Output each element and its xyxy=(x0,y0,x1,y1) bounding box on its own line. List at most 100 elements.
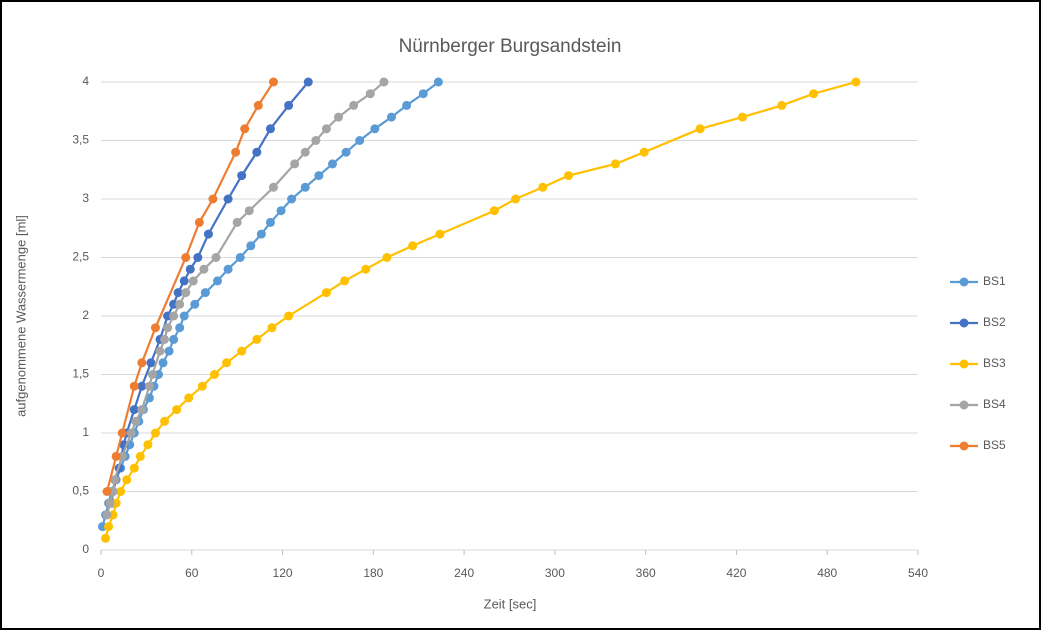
data-point xyxy=(102,510,112,520)
data-point xyxy=(137,358,147,368)
data-point xyxy=(175,323,185,333)
data-point xyxy=(129,405,139,415)
series-line xyxy=(110,81,310,504)
data-point xyxy=(209,370,219,379)
data-point xyxy=(370,124,380,134)
data-point xyxy=(163,323,173,333)
data-point xyxy=(129,381,139,391)
data-point xyxy=(143,440,153,450)
data-point xyxy=(179,311,189,321)
legend-label: BS1 xyxy=(983,274,1006,288)
data-point xyxy=(223,264,233,274)
data-point xyxy=(246,241,256,251)
x-tick-label: 540 xyxy=(908,566,928,580)
data-point xyxy=(737,112,747,122)
legend-marker xyxy=(959,318,969,328)
data-point xyxy=(181,253,191,262)
data-point xyxy=(237,171,247,181)
data-point xyxy=(131,416,141,426)
data-point xyxy=(235,253,245,262)
data-point xyxy=(172,405,182,415)
y-axis-title: aufgenommene Wassermenge [ml] xyxy=(13,215,28,417)
data-point xyxy=(402,100,412,110)
y-tick-label: 0,5 xyxy=(72,484,89,498)
y-tick-label: 1 xyxy=(82,425,89,439)
data-point xyxy=(200,288,210,298)
data-point xyxy=(137,405,147,415)
data-point xyxy=(175,299,185,309)
data-point xyxy=(418,89,428,99)
data-point xyxy=(181,288,191,298)
data-point xyxy=(231,147,241,157)
legend-marker xyxy=(959,441,969,451)
data-point xyxy=(137,381,147,391)
data-point xyxy=(193,253,203,262)
data-point xyxy=(564,171,574,181)
data-point xyxy=(321,124,331,134)
data-point xyxy=(222,358,232,368)
data-point xyxy=(327,159,337,169)
data-point xyxy=(851,77,861,87)
data-point xyxy=(150,428,160,438)
data-point xyxy=(267,323,277,333)
data-point xyxy=(211,253,221,262)
data-point xyxy=(284,311,294,321)
data-point xyxy=(101,533,111,543)
data-point xyxy=(160,334,170,344)
y-tick-label: 2,5 xyxy=(72,250,89,264)
data-point xyxy=(150,323,160,333)
data-point xyxy=(184,393,194,403)
data-point xyxy=(265,124,275,134)
data-point xyxy=(122,475,132,485)
data-point xyxy=(809,89,819,99)
data-point xyxy=(111,451,121,461)
data-point xyxy=(199,264,209,274)
data-point xyxy=(311,136,321,145)
legend-label: BS2 xyxy=(983,315,1006,329)
data-point xyxy=(252,147,262,157)
legend-label: BS5 xyxy=(983,438,1006,452)
data-point xyxy=(290,159,300,169)
data-point xyxy=(365,89,375,99)
x-tick-label: 360 xyxy=(636,566,656,580)
data-point xyxy=(126,428,136,438)
data-point xyxy=(116,487,126,496)
data-point xyxy=(223,194,233,204)
data-point xyxy=(155,346,165,356)
y-tick-label: 3,5 xyxy=(72,133,89,147)
data-point xyxy=(190,299,200,309)
data-point xyxy=(361,264,371,274)
data-point xyxy=(188,276,198,286)
data-point xyxy=(287,194,297,204)
data-point xyxy=(314,171,324,181)
data-point xyxy=(639,147,649,157)
x-tick-label: 60 xyxy=(185,566,199,580)
data-point xyxy=(252,334,262,344)
data-point xyxy=(144,381,154,391)
y-tick-label: 1,5 xyxy=(72,367,89,381)
data-point xyxy=(208,194,218,204)
data-point xyxy=(379,77,389,87)
data-point xyxy=(237,346,247,356)
chart-title: Nürnberger Burgsandstein xyxy=(399,36,622,57)
x-tick-label: 300 xyxy=(545,566,565,580)
data-point xyxy=(105,498,115,508)
data-point xyxy=(268,182,278,192)
data-point xyxy=(300,147,310,157)
data-point xyxy=(129,463,139,473)
data-point xyxy=(382,253,392,262)
data-point xyxy=(185,264,195,274)
data-point xyxy=(169,311,179,321)
y-tick-label: 3 xyxy=(82,191,89,205)
data-point xyxy=(104,522,114,532)
data-point xyxy=(777,100,787,110)
data-point xyxy=(253,100,263,110)
x-tick-label: 480 xyxy=(817,566,837,580)
data-point xyxy=(232,217,242,227)
y-tick-label: 4 xyxy=(82,74,89,88)
data-point xyxy=(511,194,521,204)
data-point xyxy=(386,112,396,122)
data-point xyxy=(179,276,189,286)
x-tick-label: 120 xyxy=(273,566,293,580)
